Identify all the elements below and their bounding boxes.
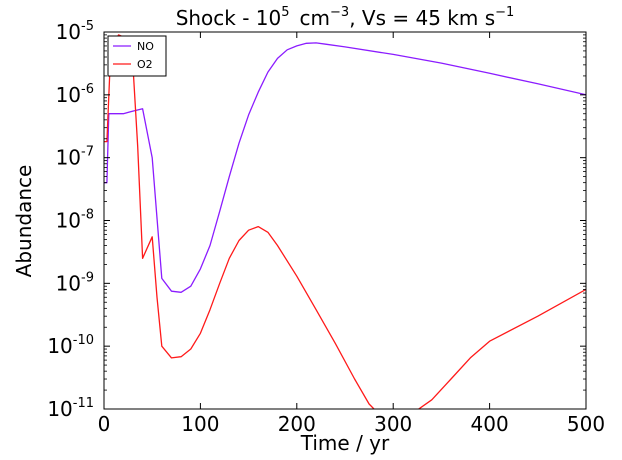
legend-label-no: NO	[137, 40, 154, 53]
y-tick-label: 10-10	[47, 333, 94, 358]
x-tick-label: 500	[567, 412, 605, 436]
x-tick-label: 200	[278, 412, 316, 436]
y-tick-label: 10-9	[56, 270, 94, 295]
x-tick-label: 0	[98, 412, 111, 436]
y-tick-label: 10-8	[56, 208, 94, 233]
x-axis-label: Time / yr	[300, 431, 390, 455]
x-tick-label: 100	[181, 412, 219, 436]
series-line-o2	[104, 34, 586, 409]
legend: NO O2	[107, 35, 167, 77]
legend-label-o2: O2	[137, 58, 153, 71]
y-tick-label: 10-7	[56, 145, 94, 170]
legend-box	[107, 35, 167, 77]
chart-title: Shock - 105 cm−3, Vs = 45 km s−1	[176, 5, 515, 30]
y-tick-label: 10-11	[47, 396, 94, 421]
plot-frame	[103, 31, 587, 410]
x-tick-label: 400	[471, 412, 509, 436]
x-tick-label: 300	[374, 412, 412, 436]
y-axis-label: Abundance	[12, 165, 36, 278]
series-line-no	[104, 42, 586, 293]
y-tick-label: 10-5	[56, 19, 94, 44]
y-tick-label: 10-6	[56, 82, 94, 107]
